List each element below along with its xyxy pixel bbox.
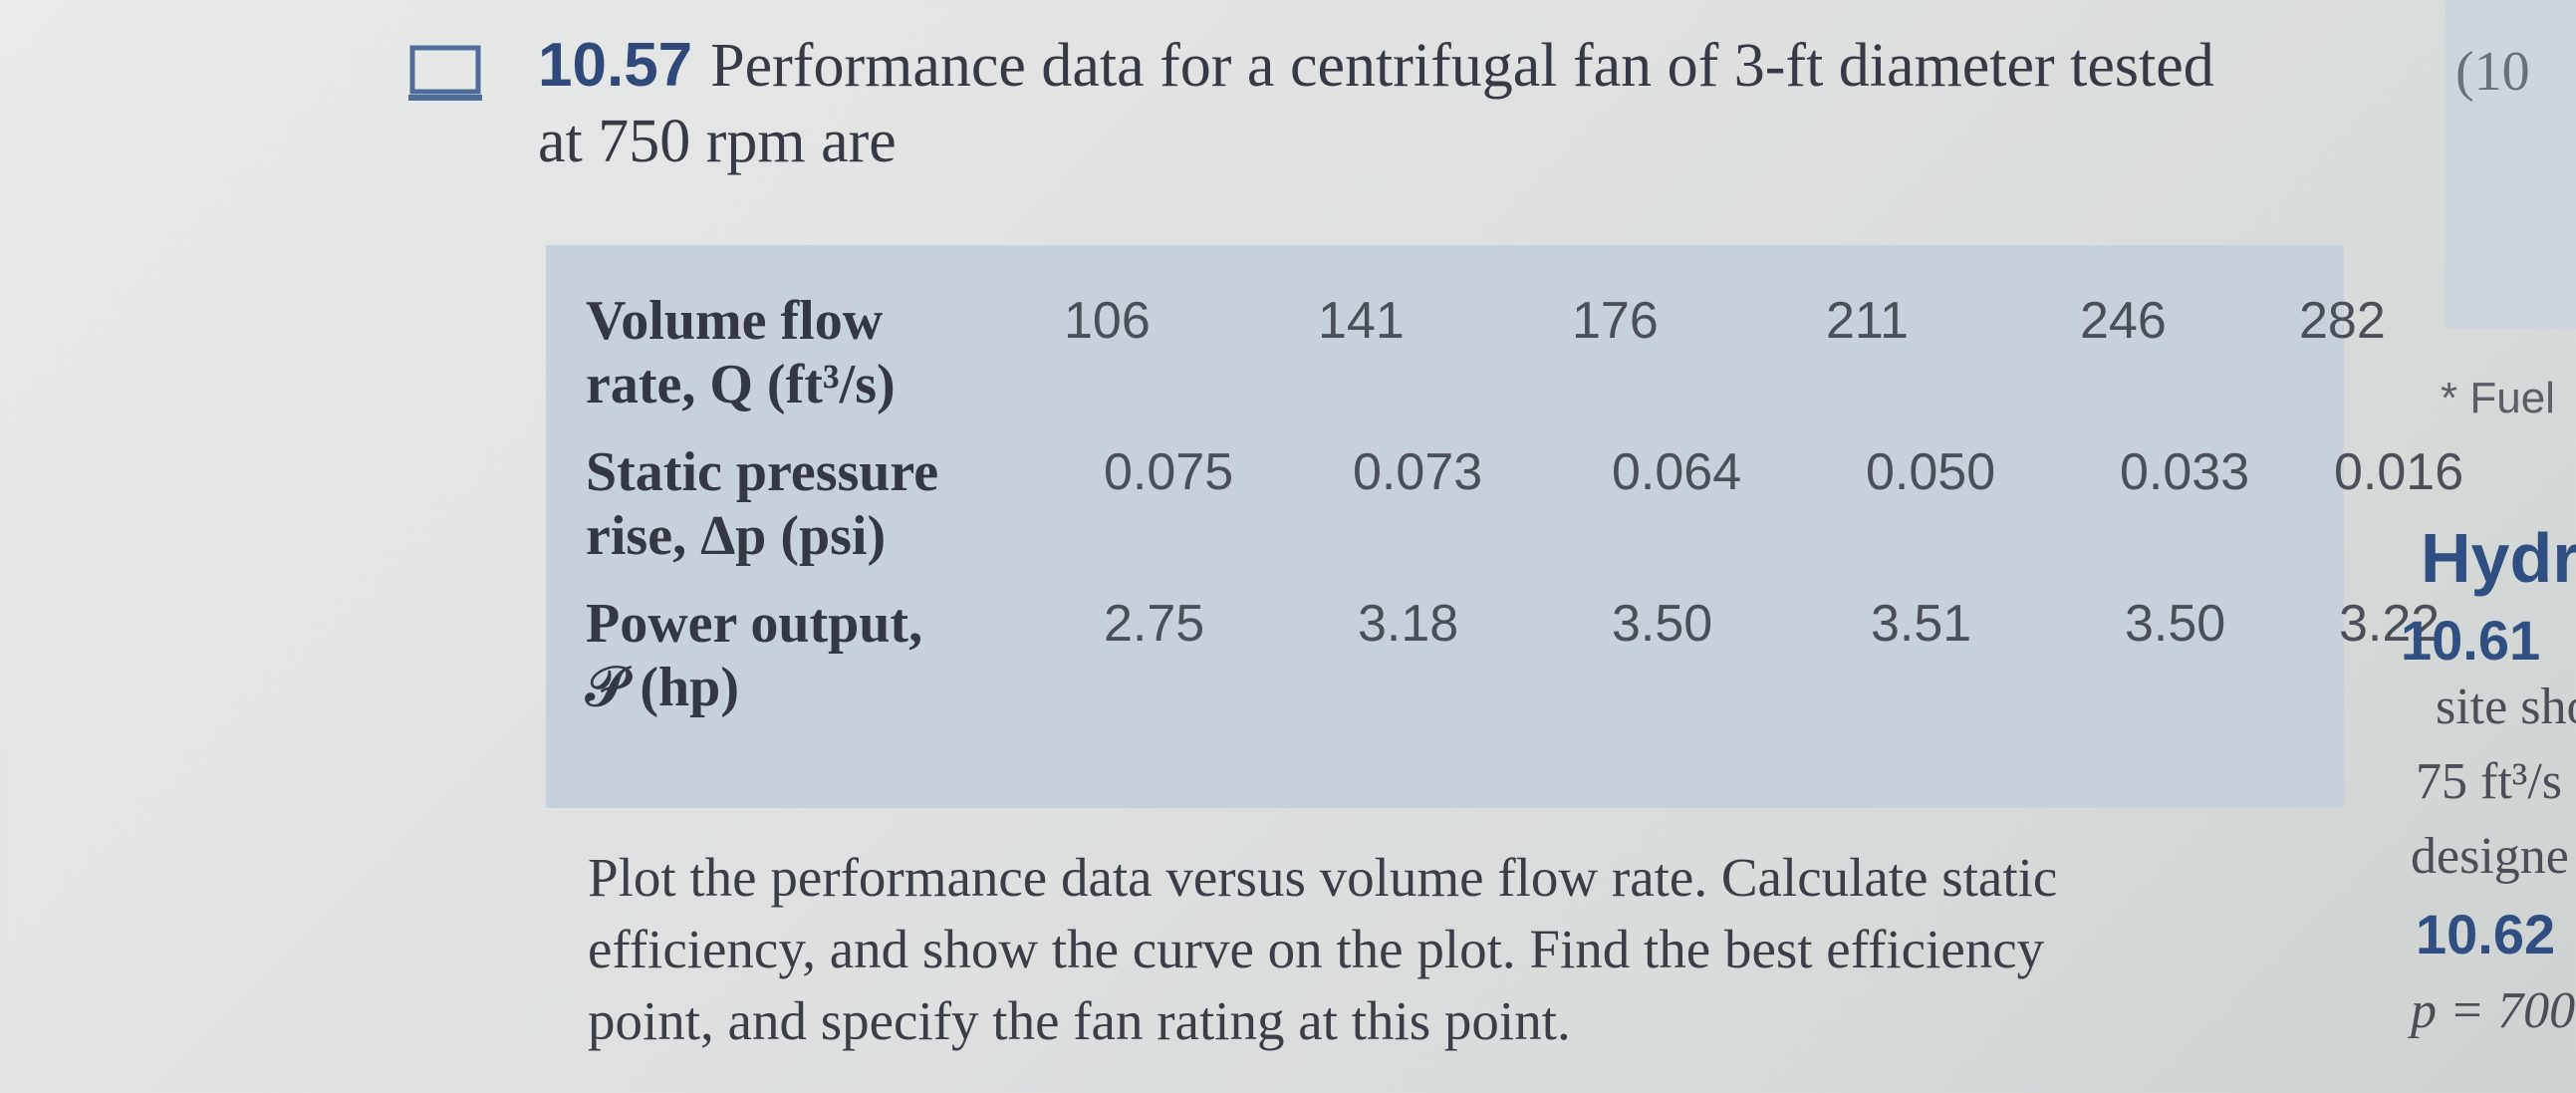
right-column-item-number: 10.61 — [2401, 608, 2540, 673]
row-label-line2: 𝒫 (hp) — [586, 657, 739, 718]
right-column-text: p = 700 p — [2411, 982, 2576, 1039]
instructions-line3: point, and specify the fan rating at thi… — [588, 990, 1571, 1051]
instructions-line2: efficiency, and show the curve on the pl… — [588, 919, 2045, 979]
table-cell: 211 — [1826, 292, 1909, 350]
right-column-footnote: * Fuel — [2441, 374, 2555, 422]
row-label: Static pressure rise, Δp (psi) — [586, 440, 1044, 568]
right-column-text: designe — [2411, 828, 2569, 885]
table-cell: 3.50 — [1612, 595, 1713, 653]
row-label-line2: rise, Δp (psi) — [586, 505, 887, 567]
table-cell: 176 — [1572, 292, 1659, 350]
right-column-text: site sho — [2436, 679, 2576, 735]
right-column-top-text: (10 — [2455, 41, 2530, 103]
problem-number: 10.61 — [2401, 609, 2541, 672]
problem-number: 10.62 — [2416, 903, 2556, 965]
row-label-line1: Static pressure — [586, 441, 939, 503]
right-column-section-heading: Hydr — [2421, 519, 2576, 597]
table-cell: 0.016 — [2334, 443, 2464, 501]
problem-number: 10.57 — [538, 31, 693, 100]
data-table-background — [546, 245, 2344, 808]
row-label: Power output, 𝒫 (hp) — [586, 592, 1044, 719]
table-cell: 0.033 — [2120, 443, 2250, 501]
table-cell: 282 — [2299, 292, 2386, 350]
table-cell: 3.18 — [1358, 595, 1459, 653]
row-label-line1: Power output, — [586, 593, 923, 655]
table-cell: 246 — [2080, 292, 2167, 350]
table-cell: 3.51 — [1871, 595, 1972, 653]
problem-statement: 10.57 Performance data for a centrifugal … — [538, 28, 2371, 179]
table-cell: 0.050 — [1866, 443, 1996, 501]
row-label-line2: rate, Q (ft³/s) — [586, 354, 896, 415]
right-column-shaded-box — [2446, 0, 2576, 329]
problem-title-line1: Performance data for a centrifugal fan o… — [710, 32, 2214, 100]
instructions-line1: Plot the performance data versus volume … — [588, 847, 2058, 908]
row-label-line1: Volume flow — [586, 290, 884, 352]
table-cell: 2.75 — [1104, 595, 1205, 653]
row-label: Volume flow rate, Q (ft³/s) — [586, 289, 1044, 416]
table-cell: 3.50 — [2125, 595, 2226, 653]
problem-title-line2: at 750 rpm are — [538, 108, 897, 175]
table-cell: 3.22 — [2339, 595, 2441, 653]
right-column-item-number: 10.62 — [2416, 902, 2555, 966]
right-column-text: 75 ft³/s — [2416, 753, 2563, 810]
computer-monitor-icon — [408, 45, 482, 101]
table-cell: 106 — [1064, 292, 1151, 350]
problem-instructions: Plot the performance data versus volume … — [588, 842, 2361, 1057]
table-cell: 141 — [1318, 292, 1405, 350]
table-cell: 0.064 — [1612, 443, 1742, 501]
table-cell: 0.073 — [1353, 443, 1483, 501]
table-cell: 0.075 — [1104, 443, 1234, 501]
